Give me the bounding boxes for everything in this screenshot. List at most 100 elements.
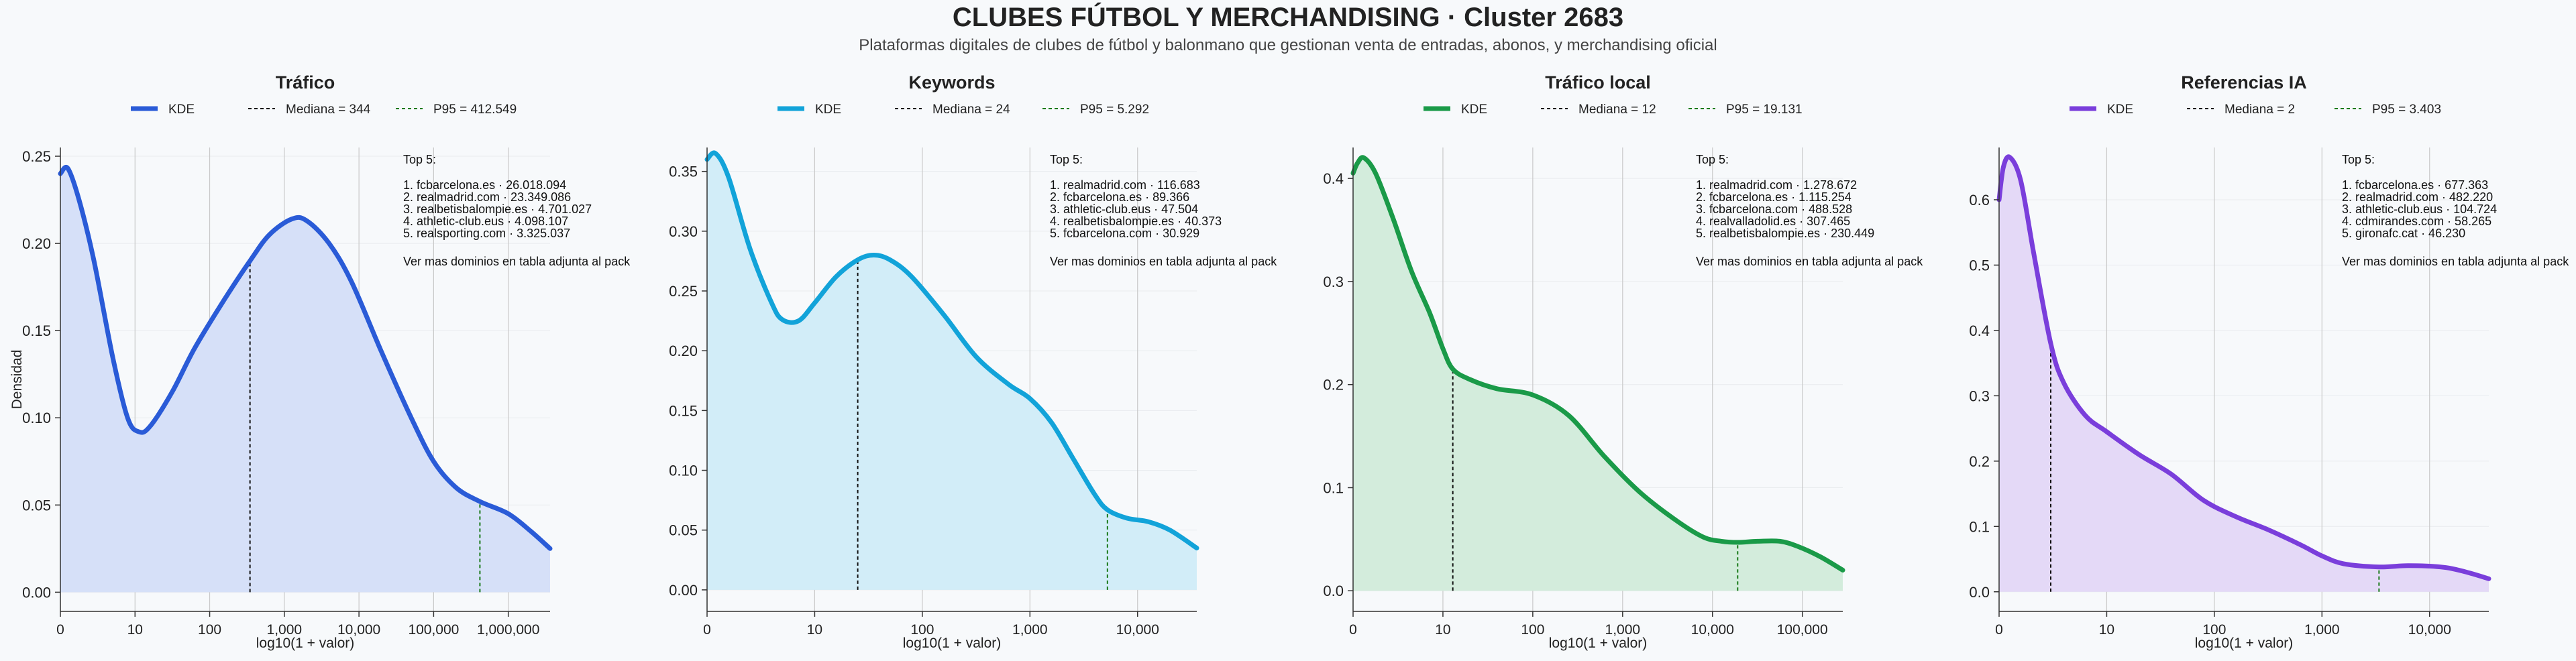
top5-item: 4. realbetisbalompie.es · 40.373 [1050,215,1222,228]
y-tick-label: 0.00 [669,582,698,599]
y-tick-label: 0.05 [669,522,698,539]
x-axis-label: log10(1 + valor) [256,636,355,651]
y-tick-label: 0.25 [669,283,698,300]
legend-median-label: Mediana = 344 [286,103,371,117]
top5-item: 3. realbetisbalompie.es · 4.701.027 [403,202,592,216]
x-tick-label: 10 [2099,622,2114,638]
x-axis-label: log10(1 + valor) [2195,636,2294,651]
top5-item: 3. athletic-club.eus · 47.504 [1050,202,1198,216]
page-title: CLUBES FÚTBOL Y MERCHANDISING · Cluster … [952,3,1624,32]
top5-item: 4. athletic-club.eus · 4.098.107 [403,215,568,228]
chart-panel-0: Tráfico KDE Mediana = 344 P95 = 412.549 0.00… [9,72,631,651]
x-axis-label: log10(1 + valor) [1549,636,1648,651]
y-tick-label: 0.10 [22,410,51,426]
top5-note: Ver mas dominios en tabla adjunta al pac… [1696,255,1923,268]
top5-title: Top 5: [2342,153,2375,166]
chart-panel-1: Keywords KDE Mediana = 24 P95 = 5.292 0.00 0.… [669,72,1277,651]
kde-area [1999,156,2489,592]
top5-item: 2. fcbarcelona.es · 89.366 [1050,190,1189,204]
top5-item: 4. cdmirandes.com · 58.265 [2342,215,2491,228]
y-tick-label: 0.1 [1323,479,1344,496]
top5-note: Ver mas dominios en tabla adjunta al pac… [403,255,631,268]
y-tick-label: 0.3 [1323,274,1344,290]
x-tick-label: 0 [1995,622,2003,638]
x-tick-label: 1,000 [1012,622,1048,638]
kde-line [704,150,1199,550]
y-tick-label: 0.20 [669,343,698,359]
top5-item: 5. fcbarcelona.com · 30.929 [1050,227,1199,240]
kde-area [707,152,1197,590]
x-tick-label: 100 [1521,622,1544,638]
top5-item: 2. realmadrid.com · 482.220 [2342,190,2493,204]
x-tick-label: 100 [198,622,221,638]
y-tick-label: 0.6 [1969,192,1990,208]
top5-item: 4. realvalladolid.es · 307.465 [1696,215,1850,228]
kde-area [1353,157,1843,591]
y-tick-label: 0.2 [1969,453,1990,470]
kde-line [1996,154,2491,581]
panel-title: Keywords [908,72,995,93]
y-tick-label: 0.35 [669,164,698,180]
y-tick-label: 0.30 [669,223,698,240]
legend-median-label: Mediana = 2 [2224,103,2295,117]
chart-panel-2: Tráfico local KDE Mediana = 12 P95 = 19.131… [1323,72,1923,651]
x-tick-label: 10 [807,622,822,638]
y-tick-label: 0.10 [669,463,698,479]
x-tick-label: 1,000,000 [477,622,539,638]
legend-kde-label: KDE [1461,103,1487,117]
top5-item: 2. fcbarcelona.es · 1.115.254 [1696,190,1851,204]
x-tick-label: 10,000 [1691,622,1734,638]
x-tick-label: 10,000 [337,622,380,638]
top5-title: Top 5: [1050,153,1083,166]
panel-title: Tráfico [276,72,335,93]
legend-p95-label: P95 = 5.292 [1080,103,1149,117]
legend-kde-label: KDE [168,103,195,117]
x-tick-label: 0 [1349,622,1357,638]
legend-p95-label: P95 = 412.549 [433,103,517,117]
y-tick-label: 0.3 [1969,387,1990,404]
kde-line [1350,155,1845,573]
top5-item: 2. realmadrid.com · 23.349.086 [403,190,571,204]
x-tick-label: 10 [127,622,143,638]
legend-kde-label: KDE [815,103,841,117]
y-tick-label: 0.5 [1969,257,1990,274]
top5-item: 5. gironafc.cat · 46.230 [2342,227,2465,240]
x-tick-label: 100,000 [1777,622,1828,638]
legend-p95-label: P95 = 3.403 [2372,103,2441,117]
y-tick-label: 0.15 [669,402,698,419]
x-tick-label: 100 [910,622,934,638]
y-tick-label: 0.2 [1323,377,1344,394]
x-tick-label: 100,000 [408,622,459,638]
panel-title: Referencias IA [2181,72,2307,93]
legend-median-label: Mediana = 24 [932,103,1010,117]
x-tick-label: 10,000 [1116,622,1159,638]
y-tick-label: 0.05 [22,497,51,514]
top5-title: Top 5: [1696,153,1729,166]
top5-note: Ver mas dominios en tabla adjunta al pac… [1050,255,1277,268]
kde-line [58,165,553,551]
top5-item: 1. fcbarcelona.es · 677.363 [2342,178,2488,192]
y-tick-label: 0.00 [22,584,51,601]
panel-title: Tráfico local [1545,72,1651,93]
legend-kde-label: KDE [2107,103,2133,117]
top5-item: 5. realbetisbalompie.es · 230.449 [1696,227,1874,240]
y-tick-label: 0.20 [22,235,51,252]
x-tick-label: 1,000 [2304,622,2340,638]
top5-item: 3. fcbarcelona.com · 488.528 [1696,202,1852,216]
chart-panel-3: Referencias IA KDE Mediana = 2 P95 = 3.403 0… [1969,72,2569,651]
x-tick-label: 10,000 [2408,622,2451,638]
legend-p95-label: P95 = 19.131 [1726,103,1803,117]
y-tick-label: 0.25 [22,148,51,165]
kde-area [60,167,550,593]
x-tick-label: 1,000 [1605,622,1641,638]
x-axis-label: log10(1 + valor) [903,636,1002,651]
page-subtitle: Plataformas digitales de clubes de fútbo… [859,36,1717,54]
top5-item: 1. realmadrid.com · 116.683 [1050,178,1200,192]
y-axis-label: Densidad [9,350,25,410]
y-tick-label: 0.1 [1969,518,1990,535]
x-tick-label: 1,000 [267,622,303,638]
y-tick-label: 0.4 [1969,322,1990,339]
top5-item: 3. athletic-club.eus · 104.724 [2342,202,2497,216]
top5-note: Ver mas dominios en tabla adjunta al pac… [2342,255,2569,268]
